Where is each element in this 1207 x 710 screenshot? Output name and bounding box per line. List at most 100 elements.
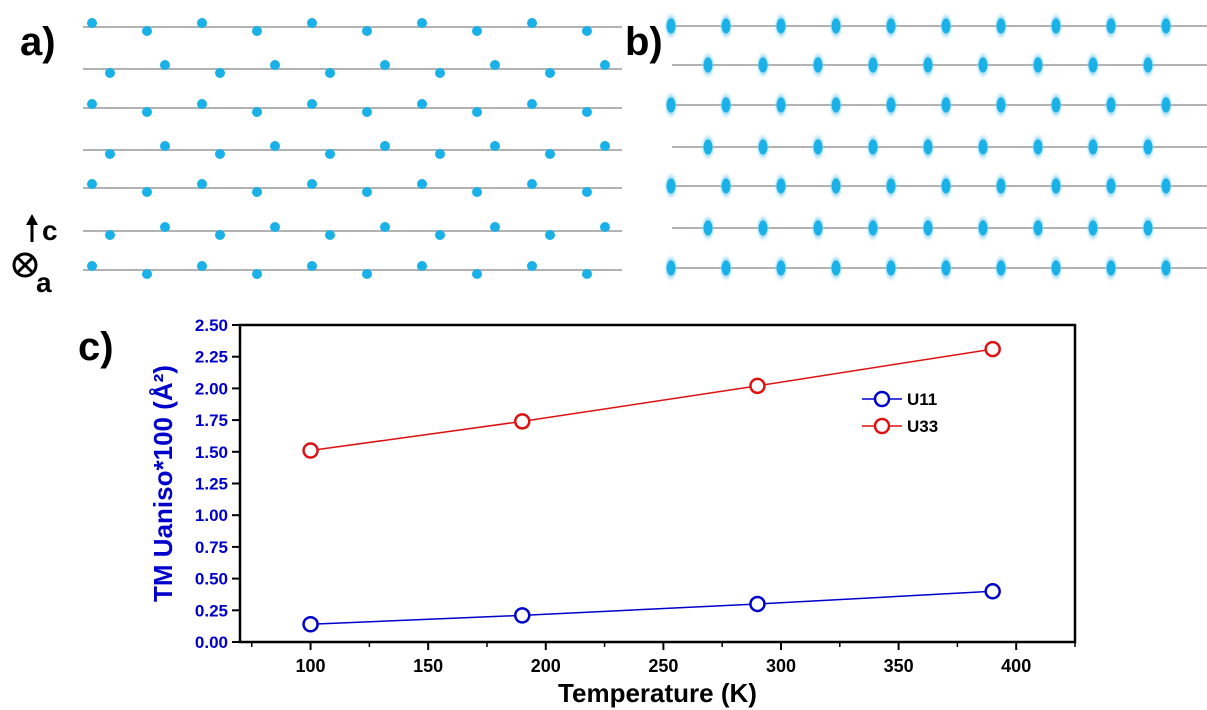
lattice-panel-b bbox=[664, 12, 1207, 282]
atom-ellipsoid bbox=[1161, 178, 1171, 194]
data-point-u11 bbox=[749, 595, 766, 613]
atom-ellipsoid bbox=[758, 220, 768, 236]
atom bbox=[582, 269, 592, 279]
atom-ellipsoid bbox=[886, 178, 896, 194]
atom-ellipsoid bbox=[923, 139, 933, 155]
atom-ellipsoid bbox=[721, 260, 731, 276]
atom-ellipsoid bbox=[1033, 220, 1043, 236]
atom bbox=[527, 18, 537, 28]
atom bbox=[307, 261, 317, 271]
atom-ellipsoid bbox=[1106, 178, 1116, 194]
atom bbox=[362, 26, 372, 36]
c-axis-label: c bbox=[42, 215, 58, 246]
atom bbox=[582, 107, 592, 117]
data-point-u33 bbox=[749, 377, 766, 395]
y-tick-label: 1.25 bbox=[195, 475, 228, 494]
atom-ellipsoid bbox=[776, 97, 786, 113]
atom-ellipsoid bbox=[703, 57, 713, 73]
atom-ellipsoid bbox=[831, 97, 841, 113]
atom bbox=[417, 18, 427, 28]
atom-ellipsoid bbox=[831, 260, 841, 276]
atom bbox=[380, 222, 390, 232]
c-axis-arrow-head bbox=[26, 214, 38, 225]
atom bbox=[142, 187, 152, 197]
plot-frame bbox=[238, 323, 1077, 644]
atom-ellipsoid bbox=[831, 18, 841, 34]
atom bbox=[87, 261, 97, 271]
atom-ellipsoid bbox=[1161, 18, 1171, 34]
atom-ellipsoid bbox=[776, 18, 786, 34]
x-tick-label: 300 bbox=[766, 656, 796, 676]
y-tick-label: 2.25 bbox=[195, 348, 228, 367]
atom-ellipsoid bbox=[1106, 18, 1116, 34]
legend-label: U33 bbox=[907, 417, 938, 436]
atom-ellipsoid bbox=[1033, 139, 1043, 155]
x-tick-label: 400 bbox=[1001, 656, 1031, 676]
atom-ellipsoid bbox=[758, 57, 768, 73]
atom-ellipsoid bbox=[1161, 260, 1171, 276]
atom bbox=[417, 261, 427, 271]
atom-ellipsoid bbox=[776, 260, 786, 276]
atom-ellipsoid bbox=[923, 57, 933, 73]
y-tick-label: 1.50 bbox=[195, 443, 228, 462]
y-tick-label: 1.00 bbox=[195, 506, 228, 525]
atom bbox=[307, 18, 317, 28]
atom bbox=[435, 68, 445, 78]
atom bbox=[582, 187, 592, 197]
atom bbox=[270, 141, 280, 151]
atom-ellipsoid bbox=[996, 178, 1006, 194]
atom bbox=[270, 222, 280, 232]
atom-ellipsoid bbox=[996, 97, 1006, 113]
a-axis-cross-2 bbox=[15, 255, 35, 275]
atom-ellipsoid bbox=[1143, 220, 1153, 236]
atom-ellipsoid bbox=[886, 18, 896, 34]
atom bbox=[215, 149, 225, 159]
atom-ellipsoid bbox=[1051, 260, 1061, 276]
atom bbox=[435, 149, 445, 159]
legend-label: U11 bbox=[907, 390, 937, 409]
atom-ellipsoid bbox=[868, 220, 878, 236]
atom-ellipsoid bbox=[831, 178, 841, 194]
atom bbox=[545, 230, 555, 240]
atom-ellipsoid bbox=[666, 97, 676, 113]
atom bbox=[527, 261, 537, 271]
atom bbox=[545, 68, 555, 78]
atom bbox=[600, 141, 610, 151]
atom-ellipsoid bbox=[1106, 97, 1116, 113]
atom-ellipsoid bbox=[1033, 57, 1043, 73]
atom bbox=[307, 99, 317, 109]
atom bbox=[600, 222, 610, 232]
atom-ellipsoid bbox=[1051, 97, 1061, 113]
panel-c-label: c) bbox=[78, 325, 114, 369]
atom bbox=[545, 149, 555, 159]
atom-ellipsoid bbox=[813, 139, 823, 155]
crystal-axis-indicator: c a bbox=[12, 214, 58, 298]
atom bbox=[252, 26, 262, 36]
atom bbox=[160, 222, 170, 232]
atom-ellipsoid bbox=[1051, 178, 1061, 194]
y-tick-label: 0.75 bbox=[195, 538, 228, 557]
atom bbox=[87, 18, 97, 28]
atom-ellipsoid bbox=[868, 139, 878, 155]
x-tick-label: 350 bbox=[884, 656, 914, 676]
atom-ellipsoid bbox=[666, 18, 676, 34]
atom bbox=[472, 107, 482, 117]
y-tick-label: 0.50 bbox=[195, 570, 228, 589]
atom-ellipsoid bbox=[721, 97, 731, 113]
atom-ellipsoid bbox=[886, 260, 896, 276]
atom bbox=[582, 26, 592, 36]
atom bbox=[417, 99, 427, 109]
atom bbox=[435, 230, 445, 240]
atom-ellipsoid bbox=[1088, 139, 1098, 155]
data-point-u33 bbox=[302, 442, 319, 459]
y-axis-label: TM Uaniso*100 (Å²) bbox=[148, 365, 178, 602]
atom bbox=[105, 230, 115, 240]
atom bbox=[325, 68, 335, 78]
atom bbox=[490, 141, 500, 151]
atom bbox=[197, 99, 207, 109]
atom-ellipsoid bbox=[703, 139, 713, 155]
atom bbox=[215, 68, 225, 78]
atom-ellipsoid bbox=[721, 178, 731, 194]
atom-ellipsoid bbox=[923, 220, 933, 236]
